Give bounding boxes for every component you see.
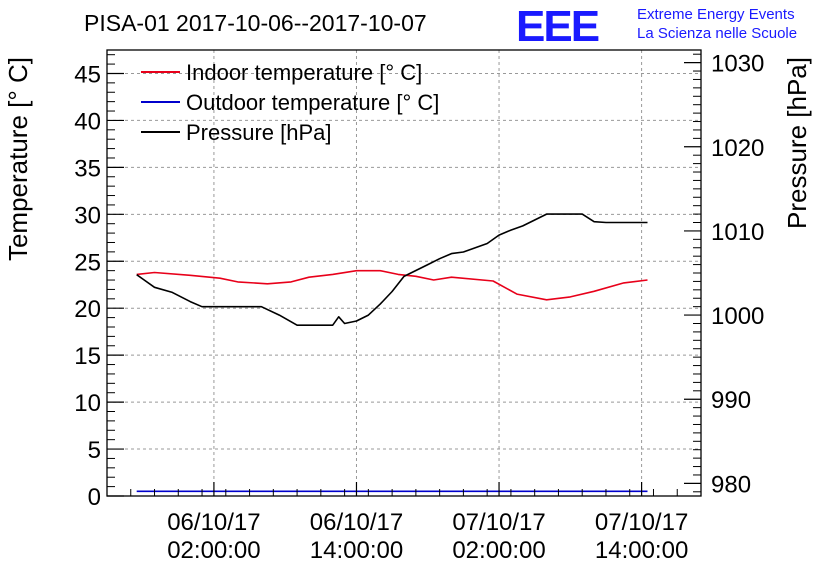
- x-tick-label-date: 07/10/17: [452, 509, 545, 536]
- eee-logo: EEE Extreme Energy Events La Scienza nel…: [516, 2, 797, 51]
- series-line-pressure: [136, 213, 648, 327]
- y2-axis-label: Pressure [hPa]: [782, 57, 812, 229]
- y-tick-label: 10: [74, 390, 101, 417]
- plot-frame: [106, 49, 702, 497]
- logo-line2: La Scienza nelle Scuole: [637, 25, 797, 42]
- x-tick-label-date: 06/10/17: [310, 509, 403, 536]
- y2-tick-label: 980: [711, 471, 751, 498]
- y-tick-label: 40: [74, 108, 101, 135]
- y-tick-label: 20: [74, 296, 101, 323]
- x-tick-label-time: 02:00:00: [452, 537, 545, 564]
- legend-label: Indoor temperature [° C]: [186, 60, 422, 85]
- plot-area: [136, 213, 648, 493]
- legend-label: Outdoor temperature [° C]: [186, 90, 439, 115]
- legend-label: Pressure [hPa]: [186, 120, 332, 145]
- x-tick-label-date: 06/10/17: [167, 509, 260, 536]
- logo-line1: Extreme Energy Events: [637, 6, 795, 23]
- chart-title: PISA-01 2017-10-06--2017-10-07: [84, 10, 427, 36]
- y-tick-label: 25: [74, 249, 101, 276]
- y2-tick-label: 1000: [711, 303, 764, 330]
- grid-lines: [107, 50, 701, 496]
- x-tick-label-time: 02:00:00: [167, 537, 260, 564]
- x-tick-label-time: 14:00:00: [595, 537, 688, 564]
- y2-tick-label: 990: [711, 387, 751, 414]
- y2-tick-label: 1010: [711, 219, 764, 246]
- y-tick-label: 0: [88, 484, 101, 511]
- y-tick-label: 30: [74, 202, 101, 229]
- y-tick-label: 15: [74, 343, 101, 370]
- legend: Indoor temperature [° C] Outdoor temperat…: [141, 60, 439, 145]
- x-tick-label-date: 07/10/17: [595, 509, 688, 536]
- y-axis-label: Temperature [° C]: [3, 57, 33, 261]
- y-tick-label: 5: [88, 437, 101, 464]
- logo-text: EEE: [516, 2, 599, 51]
- axes: 0 5 10 15 20 25 30 35 40 45 980 990 1000 1010 1020 1030…: [74, 51, 764, 564]
- y-tick-label: 45: [74, 61, 101, 88]
- y2-tick-label: 1030: [711, 51, 764, 78]
- y-tick-label: 35: [74, 155, 101, 182]
- x-tick-label-time: 14:00:00: [310, 537, 403, 564]
- series-line-indoor: [136, 269, 648, 301]
- y2-tick-label: 1020: [711, 135, 764, 162]
